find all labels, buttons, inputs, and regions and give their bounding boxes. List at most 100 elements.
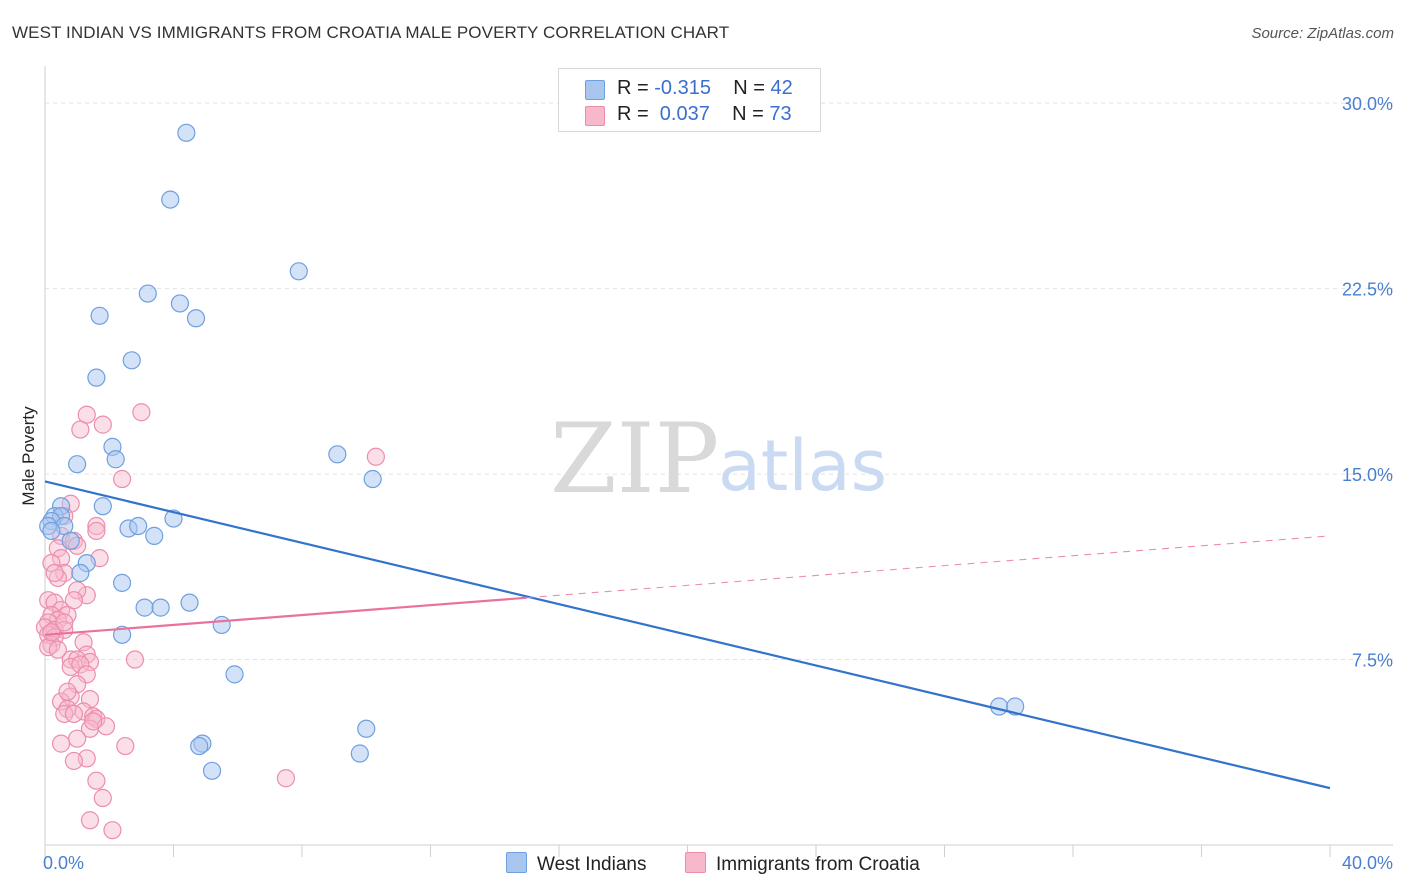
croatia-point <box>84 712 103 731</box>
croatia-points <box>35 403 385 840</box>
west-indian-point <box>350 744 369 763</box>
bottom-legend-label: Immigrants from Croatia <box>716 854 920 875</box>
west-indian-point <box>177 123 196 142</box>
croatia-point <box>71 420 90 439</box>
west-indian-point <box>90 306 109 325</box>
chart-title: WEST INDIAN VS IMMIGRANTS FROM CROATIA M… <box>12 23 730 42</box>
croatia-point <box>51 734 71 753</box>
croatia-point <box>61 650 80 669</box>
legend-r-label: R = <box>617 103 655 125</box>
legend-swatch-pink <box>585 106 605 126</box>
croatia-point <box>48 568 67 588</box>
west-indian-point <box>357 719 376 738</box>
axes <box>44 66 1393 857</box>
croatia-point <box>112 469 132 489</box>
x-tick-label: 0.0% <box>43 853 84 873</box>
croatia-point <box>68 729 87 748</box>
legend-n-label: N = <box>733 77 771 99</box>
west-indian-point <box>151 598 170 617</box>
legend-r-value: -0.315 <box>654 77 711 99</box>
west-indian-point <box>71 563 90 583</box>
legend-r-value: 0.037 <box>654 103 710 125</box>
croatia-point <box>68 581 87 600</box>
x-tick-label: 40.0% <box>1342 853 1393 873</box>
west-indian-point <box>212 615 231 635</box>
croatia-point <box>87 771 106 790</box>
bottom-legend-label: West Indians <box>537 854 647 875</box>
trend-lines <box>44 480 1331 790</box>
croatia-point <box>64 591 84 610</box>
west-indian-point <box>180 593 199 612</box>
west-indian-point <box>161 190 180 209</box>
legend-n-value: 42 <box>770 77 793 99</box>
watermark: ZIP atlas <box>550 403 887 515</box>
west-indian-point <box>190 736 209 756</box>
west-indian-point <box>68 455 87 474</box>
croatia-trend-line-extension <box>526 535 1331 599</box>
west-indian-point <box>61 531 80 550</box>
west-indian-point <box>990 697 1009 716</box>
west-indian-point <box>87 368 106 387</box>
west-indian-point <box>328 445 347 464</box>
west-indian-point <box>289 262 308 281</box>
correlation-legend: R = -0.315 N = 42 R = 0.037 N = 73 <box>558 68 821 132</box>
croatia-point <box>71 655 90 674</box>
croatia-point <box>87 709 106 728</box>
croatia-point <box>55 704 74 724</box>
croatia-point <box>125 650 145 669</box>
west-indian-point <box>1006 697 1025 716</box>
west-indian-point <box>202 761 222 780</box>
legend-n-label: N = <box>732 103 770 125</box>
croatia-point <box>132 403 151 422</box>
west-indian-point <box>106 450 125 469</box>
croatia-point <box>103 821 122 840</box>
legend-swatch-blue <box>585 80 605 100</box>
bottom-legend-west-indians: West Indians <box>506 852 646 876</box>
west-indian-point <box>135 598 154 617</box>
west-indian-point <box>129 516 148 536</box>
source-credit: Source: ZipAtlas.com <box>1251 25 1394 42</box>
bottom-legend-croatia: Immigrants from Croatia <box>685 852 920 876</box>
west-indian-point <box>112 573 132 592</box>
watermark-atlas: atlas <box>718 425 887 507</box>
west-indian-points <box>39 123 1025 780</box>
y-tick-label: 7.5% <box>1352 651 1393 671</box>
croatia-point <box>48 640 67 659</box>
west-indian-point <box>164 509 183 528</box>
west-indian-point <box>186 309 206 328</box>
west-indian-point <box>122 351 141 370</box>
legend-r-label: R = <box>617 77 655 99</box>
croatia-point <box>87 521 106 541</box>
west-indian-point <box>145 526 164 545</box>
west-indian-point <box>93 497 112 516</box>
y-tick-label: 15.0% <box>1342 465 1393 485</box>
west-indian-point <box>225 665 244 684</box>
bottom-legend-swatch-blue <box>506 852 527 873</box>
croatia-point <box>366 447 385 466</box>
croatia-point <box>64 704 84 724</box>
y-tick-label: 30.0% <box>1342 94 1393 114</box>
croatia-point <box>93 415 112 434</box>
bottom-legend-swatch-pink <box>685 852 706 873</box>
west-indian-point <box>363 469 382 489</box>
croatia-point <box>45 563 64 583</box>
y-axis-label: Male Poverty <box>19 406 38 506</box>
west-indian-point <box>138 284 157 303</box>
croatia-point <box>87 516 106 536</box>
croatia-point <box>58 682 77 701</box>
croatia-point <box>116 736 135 756</box>
croatia-point <box>55 613 74 632</box>
west-indian-point <box>170 294 190 313</box>
croatia-point <box>93 788 112 808</box>
croatia-trend-line <box>44 596 527 636</box>
west-indian-point <box>112 625 132 644</box>
y-tick-label: 22.5% <box>1342 280 1393 300</box>
croatia-point <box>77 665 96 684</box>
gridlines <box>45 102 1393 661</box>
legend-n-value: 73 <box>769 103 792 125</box>
croatia-point <box>80 811 100 830</box>
west-indian-point <box>42 521 61 541</box>
west-indian-trend-line <box>44 480 1331 790</box>
croatia-point <box>42 623 61 642</box>
